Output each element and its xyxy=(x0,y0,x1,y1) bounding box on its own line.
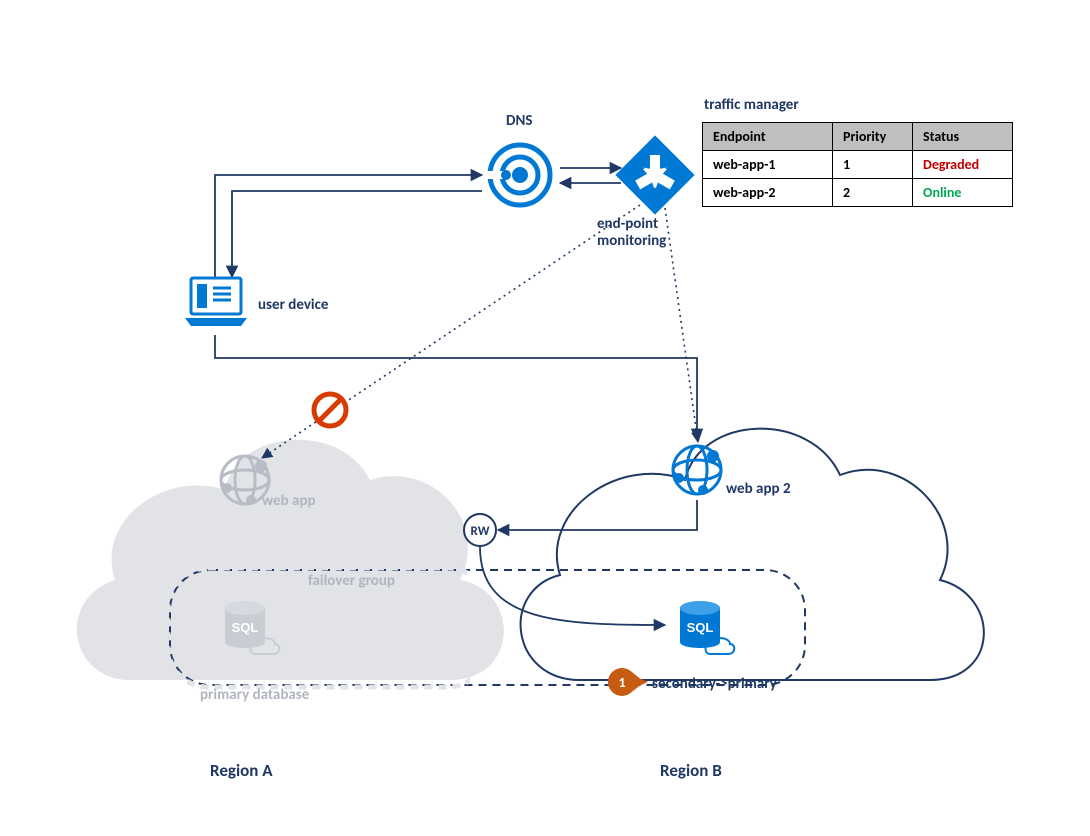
cell-priority: 1 xyxy=(833,151,913,179)
cell-endpoint: web-app-2 xyxy=(703,179,833,207)
sql-b-icon: SQL xyxy=(680,601,734,654)
rw-badge: RW xyxy=(464,514,496,546)
edge-webapp-rw xyxy=(498,500,697,530)
user-device-label: user device xyxy=(258,296,328,314)
svg-text:SQL: SQL xyxy=(687,620,714,635)
cloud-region-b xyxy=(521,429,984,680)
sql-a-icon: SQL xyxy=(225,601,279,654)
dns-icon xyxy=(484,145,550,205)
edge-dns-to-user xyxy=(232,191,482,277)
th-endpoint: Endpoint xyxy=(703,123,833,151)
dns-label: DNS xyxy=(506,112,532,130)
primary-db-label: primary database xyxy=(200,686,309,704)
cell-endpoint: web-app-1 xyxy=(703,151,833,179)
web-app-b-label: web app 2 xyxy=(726,480,791,498)
traffic-manager-label: traffic manager xyxy=(704,96,799,114)
secondary-primary-label: secondary->primary xyxy=(652,675,777,693)
prohibit-icon xyxy=(314,394,346,426)
region-a-label: Region A xyxy=(210,760,273,781)
cell-status: Online xyxy=(913,179,1013,207)
cloud-region-a xyxy=(77,440,504,680)
table-row: web-app-2 2 Online xyxy=(703,179,1013,207)
th-priority: Priority xyxy=(833,123,913,151)
failover-group-label: failover group xyxy=(308,572,395,590)
laptop-icon xyxy=(185,278,247,326)
web-app-b-icon xyxy=(673,446,721,495)
edge-user-webapp-b xyxy=(215,335,697,440)
edge-tm-webapp-a xyxy=(262,205,640,458)
traffic-manager-table: Endpoint Priority Status web-app-1 1 Deg… xyxy=(702,122,1013,207)
th-status: Status xyxy=(913,123,1013,151)
endpoint-monitoring-label: end-point monitoring xyxy=(597,216,666,251)
step-badge-1: 1 xyxy=(608,668,648,696)
edge-tm-webapp-b xyxy=(665,208,698,442)
svg-text:SQL: SQL xyxy=(232,620,259,635)
cell-priority: 2 xyxy=(833,179,913,207)
failover-group-box xyxy=(170,570,805,685)
edge-rw-sql-b xyxy=(480,547,665,625)
region-b-label: Region B xyxy=(660,760,722,781)
step-badge-text: 1 xyxy=(618,674,625,691)
rw-badge-text: RW xyxy=(470,524,489,539)
edge-user-to-dns xyxy=(215,175,482,277)
web-app-a-label: web app xyxy=(262,492,316,510)
traffic-manager-icon xyxy=(615,135,694,214)
table-row: web-app-1 1 Degraded xyxy=(703,151,1013,179)
cell-status: Degraded xyxy=(913,151,1013,179)
